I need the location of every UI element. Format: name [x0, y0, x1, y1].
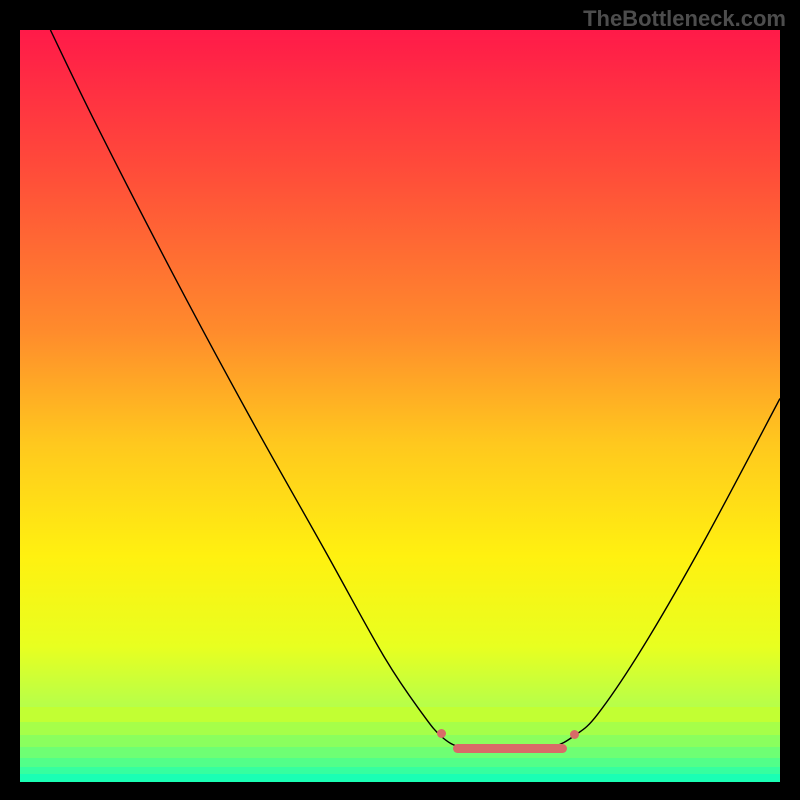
- chart-frame: [20, 30, 780, 782]
- chart-curve-svg: [20, 30, 780, 782]
- chart-plot-area: [20, 30, 780, 782]
- chart-curve: [50, 30, 780, 751]
- watermark-text: TheBottleneck.com: [583, 6, 786, 32]
- plateau-marker: [437, 729, 446, 738]
- plateau-bar: [453, 744, 567, 753]
